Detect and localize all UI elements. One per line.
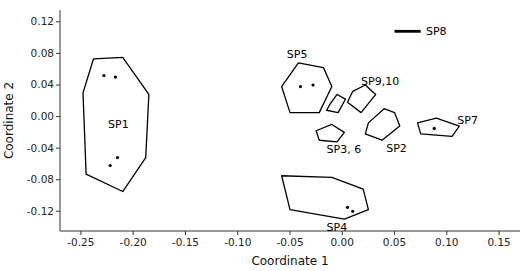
group-label: SP3, 6 — [327, 143, 362, 156]
y-tick-label: 0.00 — [31, 110, 54, 122]
group-polygon — [327, 94, 346, 112]
x-tick — [237, 231, 238, 235]
x-tick — [499, 231, 500, 235]
y-tick — [56, 21, 60, 22]
x-tick — [394, 231, 395, 235]
point — [116, 156, 119, 159]
point — [351, 210, 354, 213]
group-polygon — [418, 118, 460, 136]
x-tick — [290, 231, 291, 235]
group-label: SP5 — [287, 48, 308, 61]
point — [346, 206, 349, 209]
point — [299, 85, 302, 88]
y-tick-label: -0.12 — [27, 205, 54, 217]
y-tick — [56, 179, 60, 180]
x-tick-label: -0.20 — [120, 236, 147, 248]
point — [114, 75, 117, 78]
group-polygon — [282, 63, 332, 113]
y-tick — [56, 211, 60, 212]
x-tick-label: 0.05 — [383, 236, 406, 248]
y-tick-label: 0.08 — [31, 47, 54, 59]
labels: SP1 SP5 SP9,10 SP3, 6 SP2 SP7 SP4 SP8 — [108, 25, 478, 234]
x-tick-label: -0.15 — [172, 236, 199, 248]
group-polygon — [348, 85, 376, 113]
point — [433, 127, 436, 130]
x-tick — [446, 231, 447, 235]
x-tick-label: 0.00 — [331, 236, 354, 248]
x-axis-label: Coordinate 1 — [251, 254, 328, 268]
y-tick-label: 0.12 — [31, 15, 54, 27]
y-tick-label: -0.08 — [27, 173, 54, 185]
group-polygon — [316, 124, 344, 141]
group-label: SP1 — [108, 118, 129, 131]
group-label: SP7 — [457, 114, 478, 127]
y-tick — [56, 116, 60, 117]
group-polygon — [83, 57, 149, 191]
x-tick-label: -0.05 — [276, 236, 303, 248]
y-axis-label: Coordinate 2 — [2, 82, 16, 159]
y-tick — [56, 148, 60, 149]
group-label: SP2 — [386, 142, 407, 155]
point — [102, 74, 105, 77]
x-tick — [185, 231, 186, 235]
plot-area — [83, 31, 459, 219]
line-marker — [395, 30, 421, 33]
x-tick-label: -0.25 — [67, 236, 94, 248]
x-tick — [80, 231, 81, 235]
x-tick-label: -0.10 — [224, 236, 251, 248]
chart: -0.25 -0.20 -0.15 -0.10 -0.05 0.00 0.05 0.10 0.1… — [0, 0, 532, 271]
x-tick-label: 0.15 — [487, 236, 510, 248]
point — [109, 164, 112, 167]
x-tick-label: 0.10 — [435, 236, 458, 248]
y-tick-label: 0.04 — [31, 78, 55, 90]
y-tick — [56, 53, 60, 54]
group-polygon — [365, 109, 400, 141]
y-axis-line — [60, 10, 61, 231]
y-tick-label: -0.04 — [27, 142, 54, 154]
group-label: SP9,10 — [361, 75, 399, 88]
group-polygon — [282, 176, 369, 219]
group-label: SP4 — [327, 221, 348, 234]
y-tick — [56, 84, 60, 85]
group-label: SP8 — [426, 25, 447, 38]
x-tick — [133, 231, 134, 235]
point — [311, 83, 314, 86]
